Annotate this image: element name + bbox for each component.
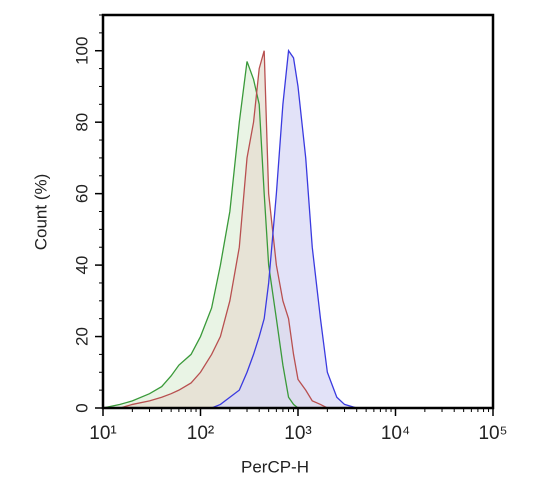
y-tick-label: 40 bbox=[72, 256, 91, 275]
x-tick-label: 10³ bbox=[284, 423, 311, 444]
x-tick-label: 10⁴ bbox=[381, 423, 410, 444]
area-fill bbox=[103, 50, 367, 409]
x-axis-label: PerCP-H bbox=[241, 457, 309, 476]
x-tick-label: 10¹ bbox=[89, 423, 116, 444]
x-tick-label: 10² bbox=[187, 423, 214, 444]
y-tick-label: 100 bbox=[72, 37, 91, 65]
plot-frame bbox=[101, 13, 495, 410]
area-fill bbox=[103, 61, 367, 408]
y-tick-label: 80 bbox=[72, 113, 91, 132]
y-tick-label: 60 bbox=[72, 184, 91, 203]
x-tick-label: 10⁵ bbox=[478, 423, 507, 444]
series-line bbox=[103, 50, 367, 409]
area-fill bbox=[103, 50, 367, 409]
y-tick-label: 20 bbox=[72, 327, 91, 346]
y-axis-label: Count (%) bbox=[31, 174, 50, 251]
y-tick-label: 0 bbox=[72, 403, 91, 412]
